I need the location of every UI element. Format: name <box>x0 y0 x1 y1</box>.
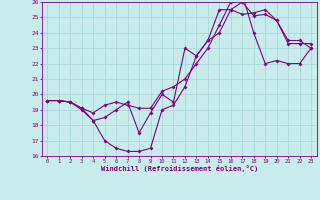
X-axis label: Windchill (Refroidissement éolien,°C): Windchill (Refroidissement éolien,°C) <box>100 165 258 172</box>
